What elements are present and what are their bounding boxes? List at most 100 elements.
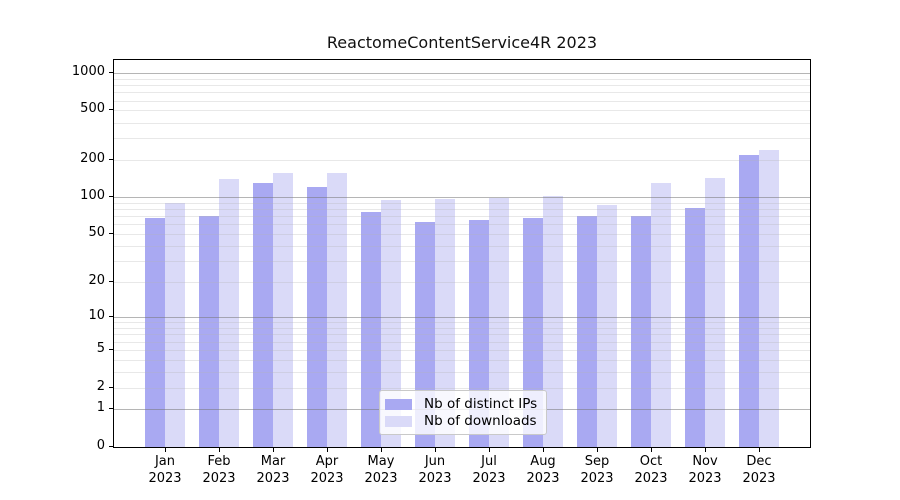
y-axis-tick-label: 10	[88, 308, 105, 324]
x-axis-month: Feb	[207, 454, 231, 469]
chart-title: ReactomeContentService4R 2023	[326, 33, 598, 52]
x-axis-year: 2023	[202, 471, 236, 486]
x-axis-year: 2023	[580, 471, 614, 486]
x-axis-month: Dec	[746, 454, 772, 469]
x-axis-tick-label: Apr 2023	[297, 453, 357, 487]
y-axis-tick-label: 50	[88, 225, 105, 241]
x-axis-month: Sep	[584, 454, 610, 469]
x-axis-tick-label: May 2023	[351, 453, 411, 487]
x-axis-tick-mark	[381, 448, 382, 452]
bar-downloads	[381, 200, 401, 447]
legend-label-distinct-ips: Nb of distinct IPs	[424, 396, 538, 412]
gridline-minor	[114, 216, 810, 218]
gridline-minor	[114, 282, 810, 284]
y-axis-tick-mark	[109, 158, 113, 160]
x-axis-tick-mark	[597, 448, 598, 452]
x-axis-tick-mark	[273, 448, 274, 452]
gridline-major	[114, 317, 810, 319]
x-axis-month: Jun	[424, 454, 446, 469]
gridline-minor	[114, 328, 810, 330]
x-axis-tick-mark	[543, 448, 544, 452]
bar-distinct-ips	[253, 183, 273, 447]
x-axis-tick-label: Jan 2023	[135, 453, 195, 487]
bar-distinct-ips	[523, 217, 543, 447]
x-axis-tick-mark	[705, 448, 706, 452]
y-axis-tick-mark	[109, 281, 113, 283]
gridline-minor	[114, 387, 810, 389]
y-axis-tick-label: 1	[96, 400, 105, 416]
x-axis-tick-label: Sep 2023	[567, 453, 627, 487]
y-axis-tick-mark	[109, 316, 113, 318]
gridline-minor	[114, 138, 810, 140]
y-axis-tick-mark	[109, 233, 113, 235]
x-axis-year: 2023	[364, 471, 398, 486]
gridline-minor	[114, 100, 810, 102]
y-axis-tick-label: 200	[80, 150, 105, 166]
bar-downloads	[165, 202, 185, 447]
y-axis-tick-label: 100	[80, 188, 105, 204]
bar-downloads	[759, 150, 779, 447]
bar-downloads	[273, 172, 293, 447]
x-axis-tick-label: Oct 2023	[621, 453, 681, 487]
y-axis-tick-label: 20	[88, 273, 105, 289]
legend-item-downloads: Nb of downloads	[385, 413, 538, 429]
x-axis-year: 2023	[148, 471, 182, 486]
gridline-minor	[114, 85, 810, 87]
gridline-minor	[114, 359, 810, 361]
bar-distinct-ips	[685, 207, 705, 447]
y-axis-tick-label: 5	[96, 341, 105, 356]
bar-downloads	[489, 197, 509, 447]
gridline-major	[114, 72, 810, 74]
legend-swatch-distinct-ips	[385, 398, 412, 410]
x-axis-year: 2023	[688, 471, 722, 486]
bar-downloads	[327, 172, 347, 447]
gridline-minor	[114, 322, 810, 324]
x-axis-tick-mark	[759, 448, 760, 452]
x-axis-tick-label: Jul 2023	[459, 453, 519, 487]
bar-distinct-ips	[307, 187, 327, 447]
x-axis-year: 2023	[310, 471, 344, 486]
y-axis-tick-label: 1000	[71, 63, 105, 79]
x-axis-tick-mark	[489, 448, 490, 452]
plot-area	[113, 59, 811, 448]
x-axis-year: 2023	[472, 471, 506, 486]
x-axis-month: Nov	[692, 454, 718, 469]
x-axis-tick-label: Dec 2023	[729, 453, 789, 487]
x-axis-tick-mark	[435, 448, 436, 452]
gridline-minor	[114, 110, 810, 112]
x-axis-tick-mark	[651, 448, 652, 452]
gridline-minor	[114, 122, 810, 124]
x-axis-month: Aug	[530, 454, 556, 469]
x-axis-month: Apr	[315, 454, 339, 469]
gridline-minor	[114, 78, 810, 80]
x-axis-year: 2023	[526, 471, 560, 486]
x-axis-year: 2023	[742, 471, 776, 486]
x-axis-month: Oct	[639, 454, 663, 469]
legend-label-downloads: Nb of downloads	[424, 413, 537, 429]
gridline-minor	[114, 224, 810, 226]
bar-distinct-ips	[199, 216, 219, 447]
bar-downloads	[435, 198, 455, 447]
gridline-major	[114, 197, 810, 199]
legend-item-distinct-ips: Nb of distinct IPs	[385, 396, 538, 412]
bar-distinct-ips	[631, 216, 651, 447]
y-axis-tick-mark	[109, 349, 113, 350]
bar-downloads	[651, 182, 671, 447]
x-axis-month: May	[367, 454, 395, 469]
x-axis-month: Jan	[154, 454, 176, 469]
y-axis-tick-mark	[109, 71, 113, 73]
bar-downloads	[597, 204, 617, 447]
gridline-minor	[114, 350, 810, 351]
gridline-minor	[114, 159, 810, 161]
x-axis-year: 2023	[418, 471, 452, 486]
gridline-minor	[114, 202, 810, 204]
gridline-minor	[114, 261, 810, 263]
bar-distinct-ips	[577, 216, 597, 447]
x-axis-tick-mark	[327, 448, 328, 452]
y-axis-tick-mark	[109, 386, 113, 388]
x-axis-tick-mark	[165, 448, 166, 452]
y-axis-tick-label: 0	[96, 438, 105, 453]
y-axis-tick-mark	[109, 446, 113, 447]
bar-downloads	[543, 196, 563, 447]
